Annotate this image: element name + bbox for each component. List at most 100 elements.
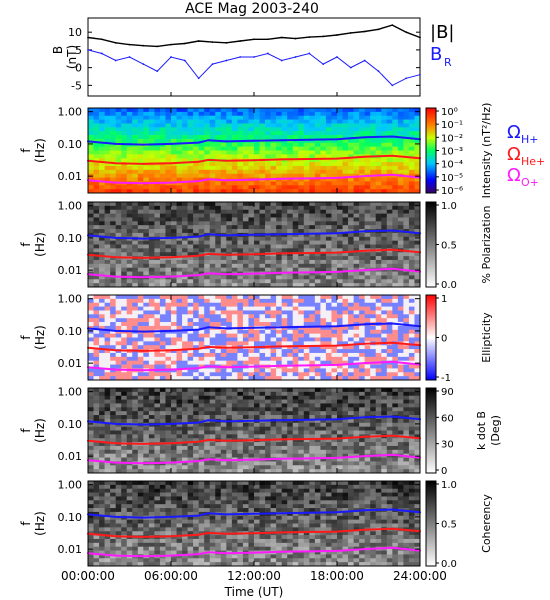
spectrogram-cell xyxy=(342,306,349,311)
spectrogram-cell xyxy=(320,165,327,171)
spectrogram-cell xyxy=(182,302,188,307)
spectrogram-cell xyxy=(342,263,349,268)
spectrogram-cell xyxy=(187,388,194,393)
spectrogram-cell xyxy=(171,142,177,147)
spectrogram-cell xyxy=(132,283,139,288)
spectrogram-cell xyxy=(126,127,133,132)
b-total-line-point xyxy=(253,38,255,41)
spectrogram-cell xyxy=(248,146,255,151)
spectrogram-cell xyxy=(397,306,404,311)
omega-o-line-point xyxy=(336,363,338,366)
spectrogram-cell xyxy=(320,244,327,249)
spectrogram-cell xyxy=(348,123,354,128)
spectrogram-cell xyxy=(165,229,172,234)
spectrogram-cell xyxy=(148,322,155,327)
spectrogram-cell xyxy=(137,376,144,381)
spectrogram-cell xyxy=(104,154,111,159)
spectrogram-cell xyxy=(320,181,327,186)
spectrogram-cell xyxy=(242,360,249,365)
spectrogram-cell xyxy=(408,158,415,163)
spectrogram-cell xyxy=(375,169,382,174)
spectrogram-cell xyxy=(115,333,122,338)
omega-h-line-point xyxy=(207,233,210,236)
spectrogram-cell xyxy=(121,158,128,163)
spectrogram-cell xyxy=(381,356,388,361)
spectrogram-cell xyxy=(182,376,188,381)
spectrogram-cell xyxy=(259,244,266,249)
spectrogram-cell xyxy=(359,217,365,222)
spectrogram-cell xyxy=(193,173,199,178)
spectrogram-cell xyxy=(209,407,216,412)
spectrogram-cell xyxy=(292,162,299,167)
spectrogram-cell xyxy=(115,356,122,361)
spectrogram-cell xyxy=(303,322,310,327)
spectrogram-cell xyxy=(88,169,94,174)
spectrogram-cell xyxy=(364,349,371,354)
spectrogram-cell xyxy=(231,244,238,249)
spectrogram-cell xyxy=(270,111,277,117)
spectrogram-cell xyxy=(154,325,161,331)
spectrogram-cell xyxy=(115,229,122,234)
spectrogram-cell xyxy=(392,259,399,265)
spectrogram-cell xyxy=(171,298,177,304)
spectrogram-cell xyxy=(154,225,161,230)
spectrogram-cell xyxy=(248,407,255,412)
spectrogram-cell xyxy=(115,407,122,412)
spectrogram-cell xyxy=(176,310,183,315)
spectrogram-cell xyxy=(303,337,310,342)
spectrogram-cell xyxy=(104,267,111,272)
omega-o-line-point xyxy=(363,362,366,365)
spectrogram-cell xyxy=(132,372,139,377)
spectrogram-cell xyxy=(165,337,172,342)
spectrogram-cell xyxy=(215,259,222,265)
spectrogram-cell xyxy=(386,213,393,218)
omega-o-line-point xyxy=(114,368,117,371)
spectrogram-cell xyxy=(165,259,172,265)
spectrogram-cell xyxy=(154,119,161,124)
spectrogram-cell xyxy=(193,232,199,238)
spectrogram-cell xyxy=(104,248,111,253)
spectrogram-cell xyxy=(110,165,116,171)
spectrogram-cell xyxy=(248,263,255,268)
spectrogram-cell xyxy=(381,108,388,113)
spectrogram-cell xyxy=(375,345,382,350)
spectrogram-cell xyxy=(381,302,388,307)
spectrogram-cell xyxy=(187,138,194,144)
spectrogram-cell xyxy=(353,189,360,194)
spectrogram-cell xyxy=(231,399,238,404)
spectrogram-cell xyxy=(370,236,377,241)
spectrogram-cell xyxy=(242,388,249,393)
spectrogram-cell xyxy=(165,283,172,288)
spectrogram-cell xyxy=(381,329,388,334)
spectrogram-cell xyxy=(292,267,299,272)
spectrogram-cell xyxy=(231,162,238,167)
spectrogram-cell xyxy=(276,154,282,159)
spectrogram-cell xyxy=(93,185,100,190)
spectrogram-cell xyxy=(303,177,310,182)
spectrogram-cell xyxy=(193,209,199,214)
spectrogram-cell xyxy=(99,337,105,342)
spectrogram-cell xyxy=(265,119,271,124)
spectrogram-cell xyxy=(270,318,277,323)
spectrogram-cell xyxy=(159,213,166,218)
spectrogram-cell xyxy=(220,256,227,261)
spectrogram-cell xyxy=(226,306,233,311)
spectrogram-cell xyxy=(148,345,155,350)
spectrogram-cell xyxy=(204,411,211,416)
spectrogram-cell xyxy=(337,108,343,113)
spectrogram-cell xyxy=(143,205,150,211)
spectrogram-cell xyxy=(242,150,249,155)
spectrogram-cell xyxy=(298,225,305,230)
spectrogram-cell xyxy=(248,360,255,365)
spectrogram-cell xyxy=(126,283,133,288)
spectrogram-cell xyxy=(110,465,116,470)
spectrogram-cell xyxy=(88,240,94,245)
spectrogram-cell xyxy=(209,225,216,230)
spectrogram-cell xyxy=(353,162,360,167)
spectrogram-cell xyxy=(220,368,227,373)
spectrogram-cell xyxy=(126,407,133,412)
omega-h-line-point xyxy=(336,138,338,141)
spectrogram-cell xyxy=(93,372,100,377)
spectrogram-cell xyxy=(375,349,382,354)
spectrogram-cell xyxy=(237,368,244,373)
